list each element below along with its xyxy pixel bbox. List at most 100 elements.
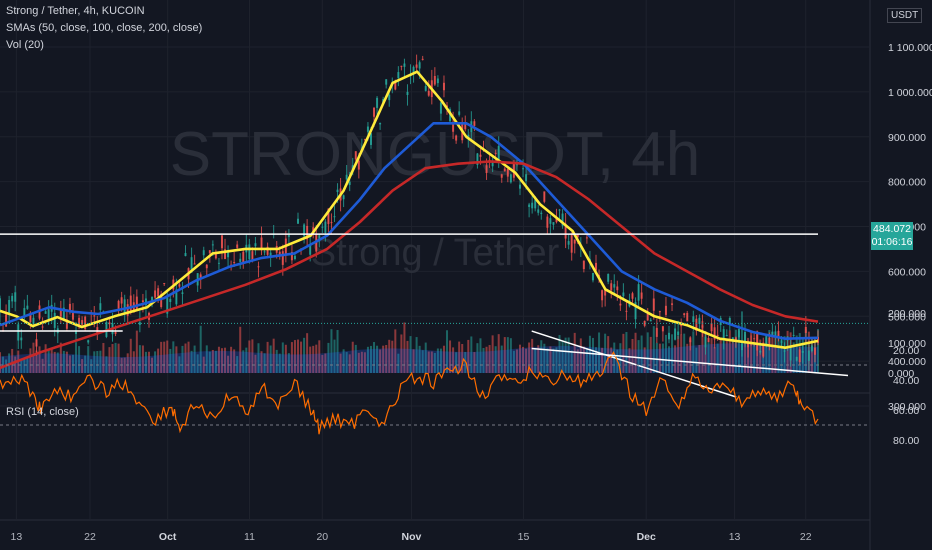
volume-bar-39	[117, 343, 120, 373]
candle-body-31	[93, 315, 96, 317]
candle-body-58	[175, 289, 178, 305]
volume-bar-68	[205, 345, 208, 373]
time-axis-label-8: 13	[729, 531, 741, 543]
candle-body-202	[613, 284, 616, 288]
volume-axis-label-2: 0.000	[888, 368, 914, 380]
volume-bar-67	[202, 356, 205, 373]
candle-body-25	[75, 331, 78, 335]
candle-body-217	[658, 311, 661, 313]
volume-bar-19	[56, 352, 59, 373]
volume-bar-161	[488, 345, 491, 373]
volume-indicator-label[interactable]: Vol (20)	[6, 39, 44, 51]
candle-body-171	[518, 184, 521, 189]
volume-bar-242	[734, 329, 737, 373]
time-axis-label-7: Dec	[637, 531, 656, 543]
volume-bar-163	[494, 346, 497, 373]
candle-body-193	[585, 237, 588, 239]
price-trend-line	[531, 330, 737, 398]
candle-body-209	[634, 302, 637, 320]
rsi-axis-label-0: 80.00	[893, 435, 919, 447]
time-axis-label-6: 15	[518, 531, 530, 543]
current-price-value: 484.072	[873, 223, 911, 235]
candle-body-97	[293, 255, 296, 259]
candle-body-151	[458, 111, 461, 115]
sma-indicator-label[interactable]: SMAs (50, close, 100, close, 200, close)	[6, 22, 203, 34]
rsi-indicator-label[interactable]: RSI (14, close)	[6, 406, 79, 418]
volume-bar-222	[674, 345, 677, 373]
volume-bar-207	[628, 348, 631, 373]
candle-body-60	[181, 292, 184, 294]
candle-body-83	[251, 251, 254, 261]
volume-bar-148	[449, 340, 452, 373]
volume-bar-227	[689, 339, 692, 373]
symbol-title[interactable]: Strong / Tether, 4h, KUCOIN	[6, 5, 145, 17]
volume-bar-98	[297, 339, 300, 373]
volume-bar-96	[290, 342, 293, 373]
price-axis-label-8: 300.000	[888, 401, 926, 413]
volume-bar-125	[379, 349, 382, 373]
volume-bar-13	[38, 346, 41, 373]
candle-body-0	[0, 298, 1, 313]
volume-bar-170	[515, 349, 518, 373]
volume-bar-24	[71, 354, 74, 373]
candle-body-14	[41, 326, 44, 328]
volume-bar-65	[196, 354, 199, 373]
volume-bar-157	[476, 343, 479, 373]
volume-bar-261	[792, 342, 795, 373]
candle-body-55	[166, 296, 169, 314]
volume-bar-239	[725, 339, 728, 373]
candle-body-146	[442, 82, 445, 91]
volume-bar-262	[795, 335, 798, 373]
price-axis-label-7: 400.000	[888, 356, 926, 368]
candle-body-213	[646, 313, 649, 321]
candle-body-218	[661, 326, 664, 332]
candle-body-140	[424, 86, 427, 91]
currency-label[interactable]: USDT	[887, 8, 923, 23]
candle-body-69	[208, 250, 211, 254]
candle-body-208	[631, 293, 634, 299]
candle-body-9	[26, 305, 29, 309]
volume-bar-254	[771, 331, 774, 373]
candle-body-266	[807, 350, 810, 361]
volume-bar-162	[491, 335, 494, 373]
volume-bar-219	[664, 334, 667, 373]
volume-bar-120	[363, 352, 366, 373]
candle-body-186	[564, 223, 567, 239]
candle-body-20	[59, 309, 62, 317]
candle-body-77	[233, 262, 236, 264]
volume-bar-139	[421, 350, 424, 373]
volume-bar-36	[108, 347, 111, 373]
candle-body-238	[722, 329, 725, 339]
volume-bar-164	[497, 334, 500, 373]
volume-bar-194	[588, 335, 591, 373]
sma100-line	[0, 122, 819, 341]
candle-body-16	[47, 309, 50, 319]
candle-body-225	[683, 313, 686, 316]
rsi-line	[0, 351, 819, 435]
volume-bar-149	[452, 347, 455, 373]
volume-bar-73	[220, 348, 223, 373]
candle-body-8	[23, 308, 26, 318]
candle-body-113	[342, 195, 345, 200]
volume-bar-269	[817, 329, 819, 373]
volume-bar-243	[737, 330, 740, 373]
candle-body-253	[768, 337, 771, 344]
rsi-axis-label-2: 40.00	[893, 375, 919, 387]
volume-bar-92	[278, 353, 281, 373]
candle-body-157	[476, 153, 479, 165]
candle-body-254	[771, 331, 774, 337]
volume-ma-area	[0, 343, 818, 373]
candle-body-114	[345, 174, 348, 180]
volume-bar-233	[707, 342, 710, 373]
volume-bar-61	[184, 343, 187, 373]
candle-body-67	[202, 250, 205, 256]
candle-body-79	[239, 258, 242, 262]
volume-bar-224	[680, 334, 683, 373]
volume-bar-44	[132, 351, 135, 373]
candle-body-95	[287, 235, 290, 237]
time-axis-label-0: 13	[11, 531, 23, 543]
volume-bar-213	[646, 332, 649, 373]
volume-bar-154	[467, 339, 470, 373]
volume-bar-17	[50, 348, 53, 373]
